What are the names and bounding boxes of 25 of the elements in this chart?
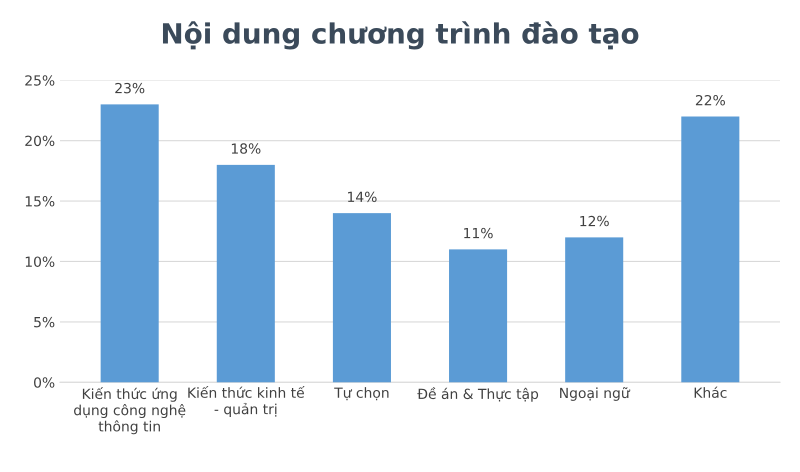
data-label: 22% xyxy=(696,94,725,106)
bar xyxy=(100,104,159,382)
bar xyxy=(216,164,275,382)
x-tick-label: Đề án & Thực tập xyxy=(417,387,538,402)
chart-title: Nội dung chương trình đào tạo xyxy=(162,21,638,50)
bar xyxy=(449,249,508,382)
x-tick-label: Khác xyxy=(694,386,726,398)
bar xyxy=(332,213,391,382)
data-label: 11% xyxy=(464,228,493,238)
bar xyxy=(565,237,624,382)
x-tick-label: Kiến thức kinh tế - quản trị xyxy=(188,386,305,418)
data-label: 12% xyxy=(580,216,609,226)
x-tick-label: Tự chọn xyxy=(334,387,388,400)
y-tick-label: 20% xyxy=(25,136,54,146)
bar xyxy=(681,116,740,382)
y-tick-label: 10% xyxy=(26,256,54,267)
data-label: 18% xyxy=(232,143,260,154)
y-tick-label: 5% xyxy=(34,316,54,328)
y-tick-label: 15% xyxy=(26,196,54,207)
y-tick-label: 25% xyxy=(25,75,54,86)
data-label: 23% xyxy=(115,82,144,94)
y-tick-label: 0% xyxy=(34,377,54,388)
x-tick-label: Ngoại ngữ xyxy=(560,387,630,401)
data-label: 14% xyxy=(348,192,377,202)
x-tick-label: Kiến thức ứng dụng công nghệ thông tin xyxy=(74,387,186,434)
